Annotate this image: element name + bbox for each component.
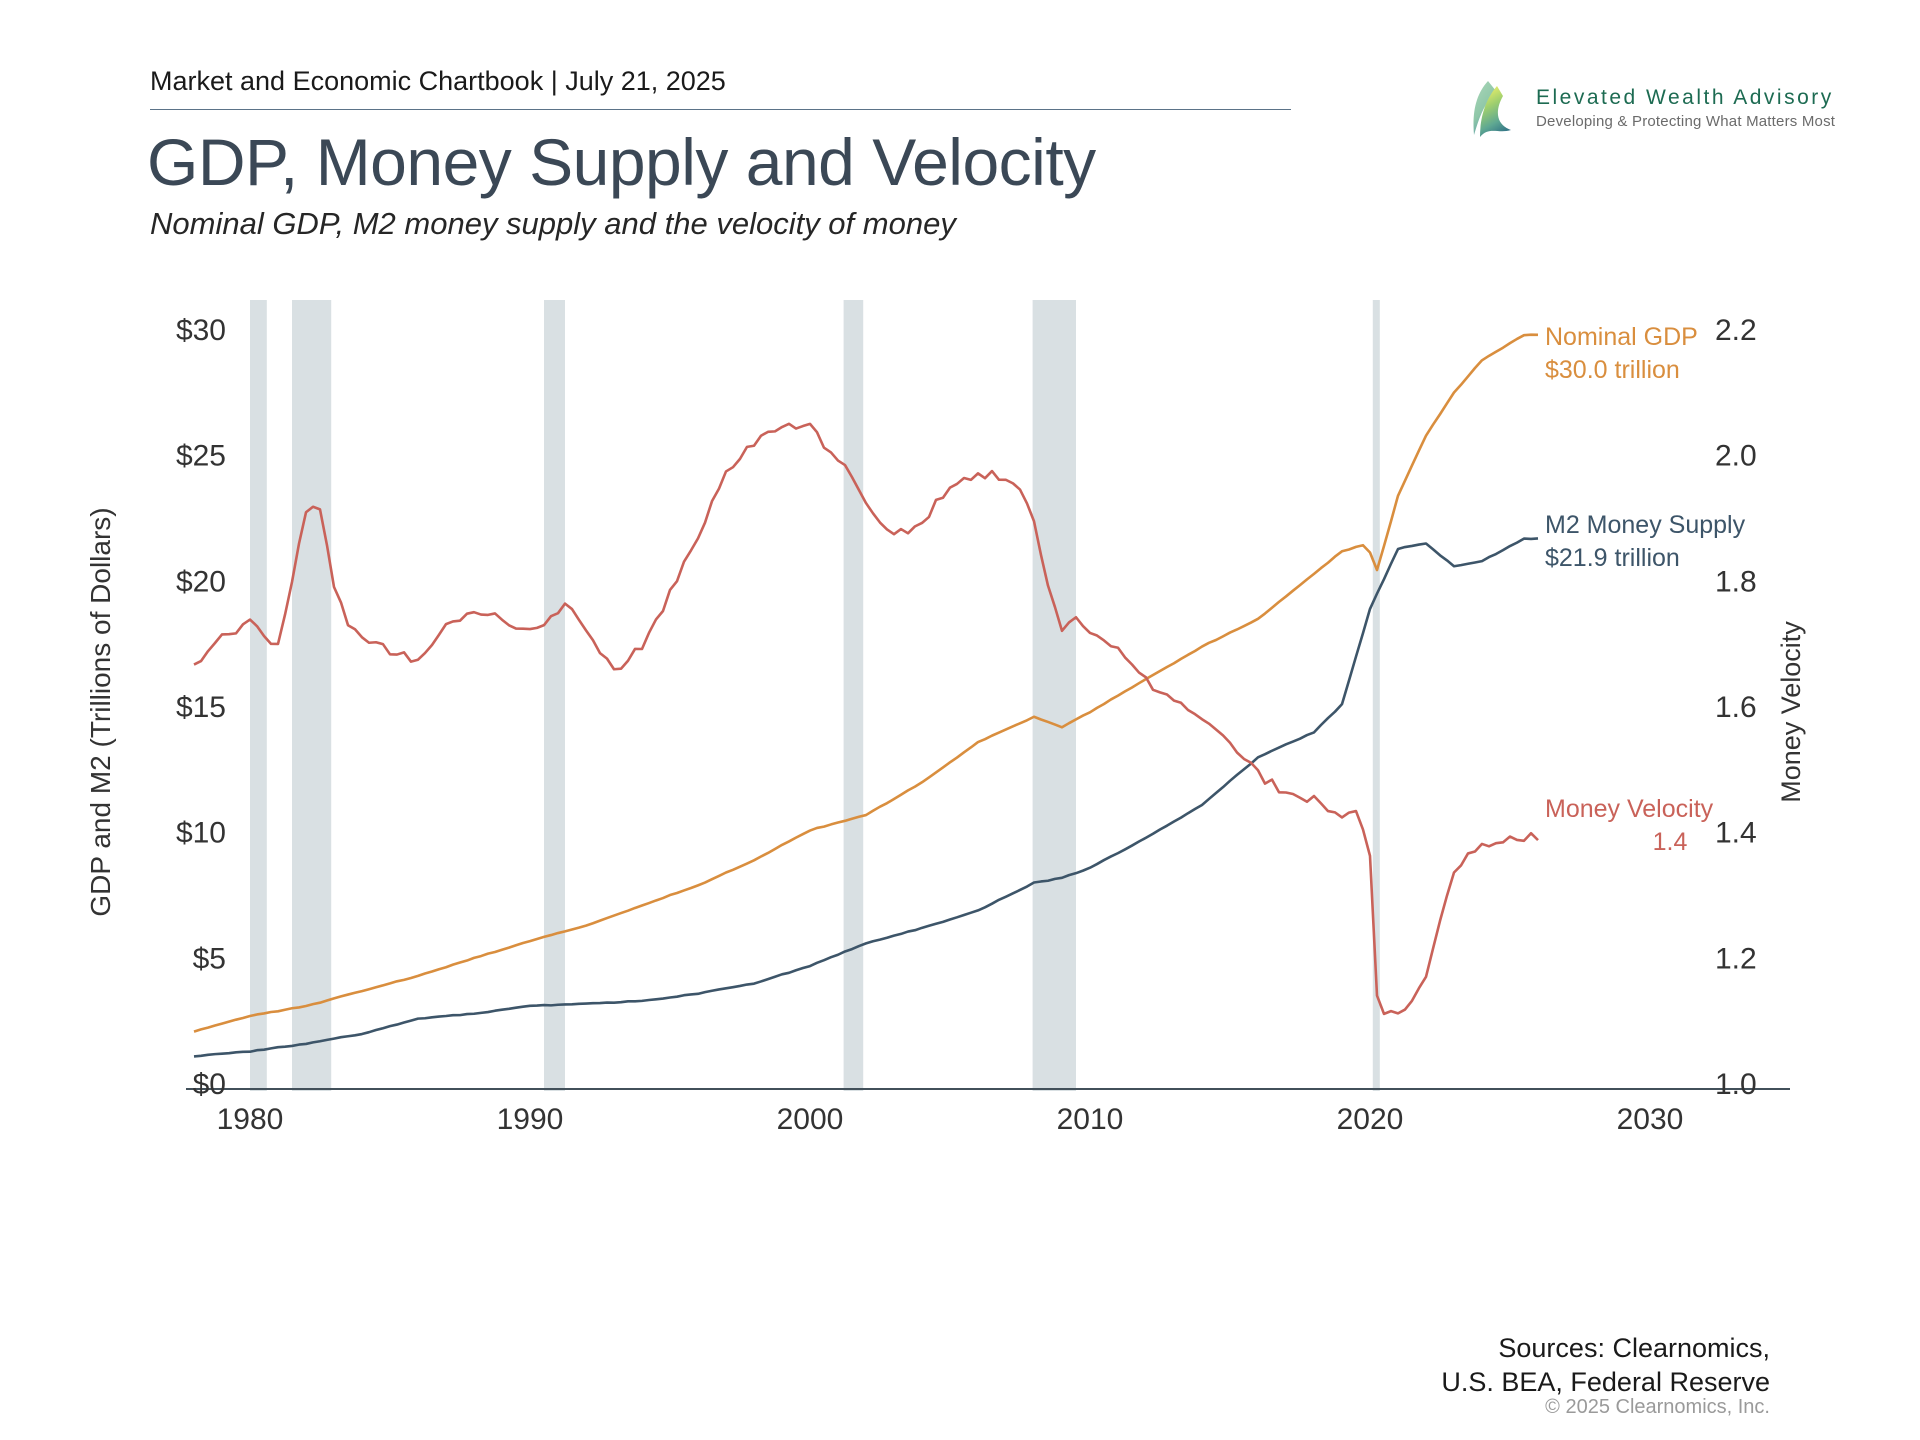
svg-text:1.6: 1.6: [1715, 691, 1757, 724]
svg-text:2010: 2010: [1057, 1103, 1124, 1136]
svg-text:1990: 1990: [497, 1103, 564, 1136]
svg-text:$21.9 trillion: $21.9 trillion: [1545, 544, 1680, 572]
svg-text:2030: 2030: [1617, 1103, 1684, 1136]
svg-text:$30.0 trillion: $30.0 trillion: [1545, 356, 1680, 384]
svg-text:$0: $0: [193, 1068, 226, 1101]
svg-text:1.0: 1.0: [1715, 1068, 1757, 1101]
svg-text:2020: 2020: [1337, 1103, 1404, 1136]
svg-text:Money Velocity: Money Velocity: [1545, 795, 1714, 823]
svg-text:1.4: 1.4: [1653, 828, 1688, 856]
svg-text:1.4: 1.4: [1715, 817, 1757, 850]
svg-text:2.2: 2.2: [1715, 314, 1757, 347]
svg-text:2.0: 2.0: [1715, 440, 1757, 473]
svg-text:1980: 1980: [217, 1103, 284, 1136]
svg-text:GDP and M2 (Trillions of Dolla: GDP and M2 (Trillions of Dollars): [85, 507, 116, 916]
svg-text:Nominal GDP: Nominal GDP: [1545, 323, 1698, 351]
svg-text:Money Velocity: Money Velocity: [1776, 621, 1806, 803]
svg-text:1.2: 1.2: [1715, 942, 1757, 975]
svg-text:$10: $10: [176, 817, 226, 850]
svg-text:$15: $15: [176, 691, 226, 724]
svg-text:1.8: 1.8: [1715, 565, 1757, 598]
svg-text:$30: $30: [176, 314, 226, 347]
svg-text:$5: $5: [193, 942, 226, 975]
svg-text:M2 Money Supply: M2 Money Supply: [1545, 511, 1746, 539]
svg-text:$25: $25: [176, 440, 226, 473]
svg-text:$20: $20: [176, 565, 226, 598]
svg-text:2000: 2000: [777, 1103, 844, 1136]
